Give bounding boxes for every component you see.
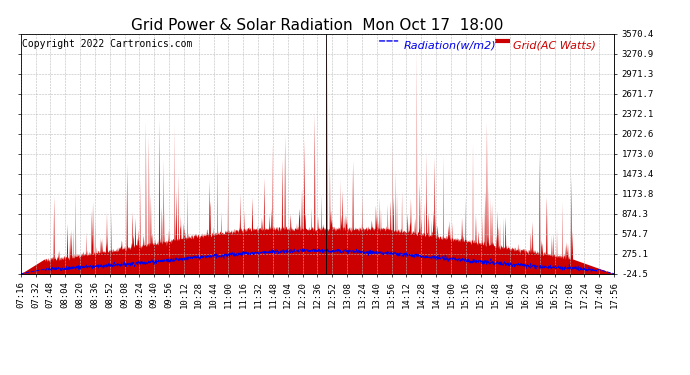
Text: Grid(AC Watts): Grid(AC Watts) bbox=[513, 41, 596, 51]
Text: Radiation(w/m2): Radiation(w/m2) bbox=[404, 41, 496, 51]
Title: Grid Power & Solar Radiation  Mon Oct 17  18:00: Grid Power & Solar Radiation Mon Oct 17 … bbox=[131, 18, 504, 33]
Text: Copyright 2022 Cartronics.com: Copyright 2022 Cartronics.com bbox=[22, 39, 193, 48]
